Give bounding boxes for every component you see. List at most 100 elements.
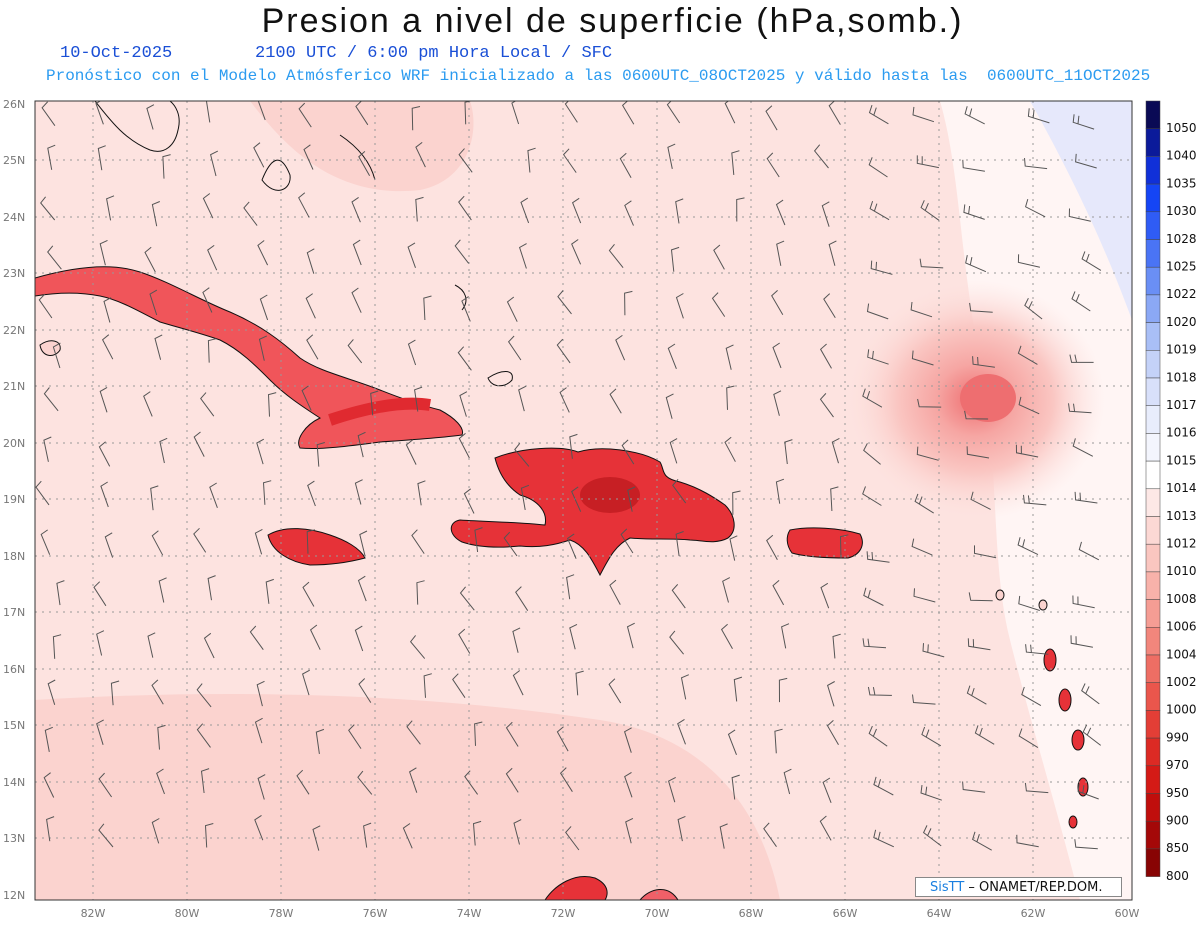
wind-barb	[257, 240, 269, 266]
wind-barb	[358, 678, 372, 703]
wind-barb	[621, 101, 635, 125]
wind-barb	[354, 625, 364, 652]
colorbar-label: 1040	[1166, 149, 1197, 163]
wind-barb	[624, 290, 633, 316]
wind-barb	[813, 144, 829, 169]
wind-barb	[1025, 198, 1046, 218]
wind-barb	[454, 239, 469, 264]
wind-barb	[513, 819, 522, 845]
wind-barb	[828, 240, 837, 266]
colorbar: 1050 1040 1035 1030 1028 1025 1022 1020 1019 1018…	[1145, 100, 1197, 883]
wind-barb	[474, 527, 483, 553]
colorbar-swatch	[1145, 765, 1161, 794]
wind-barb	[911, 538, 933, 556]
colorbar-swatch	[1145, 211, 1161, 240]
colorbar-swatch	[1145, 183, 1161, 213]
wind-barb	[963, 204, 985, 220]
credit-box: SisTT – ONAMET/REP.DOM.	[915, 877, 1122, 897]
wind-barb	[52, 342, 61, 369]
wind-barb	[408, 767, 418, 793]
wind-barb	[305, 293, 316, 319]
wind-barb	[776, 240, 785, 266]
lon-label: 76W	[363, 907, 388, 920]
wind-barb	[831, 437, 840, 464]
graticule	[35, 101, 1132, 900]
wind-barb	[262, 480, 272, 505]
wind-barb	[913, 588, 936, 603]
wind-barb	[423, 295, 432, 321]
colorbar-swatch	[1145, 100, 1161, 129]
wind-barb	[306, 529, 316, 554]
wind-barb	[402, 823, 413, 849]
wind-barb	[47, 245, 62, 270]
wind-barb	[505, 721, 519, 747]
wind-barb	[348, 724, 362, 749]
wind-barb	[608, 678, 622, 704]
wind-barb	[101, 334, 114, 360]
martinique-island	[1043, 648, 1057, 672]
hispaniola	[450, 447, 735, 577]
wind-barb	[623, 727, 632, 753]
wind-barb	[316, 442, 325, 467]
wind-barb	[52, 634, 62, 659]
wind-barb	[783, 768, 792, 795]
wind-barb	[778, 677, 788, 703]
wind-barb	[405, 439, 417, 465]
wind-barb	[423, 673, 432, 698]
wind-barb	[1070, 635, 1093, 648]
wind-barb	[1068, 403, 1092, 414]
lon-label: 60W	[1115, 907, 1140, 920]
wind-barb	[775, 199, 786, 226]
lon-label: 68W	[739, 907, 764, 920]
wind-barb	[463, 488, 475, 514]
wind-barb	[296, 769, 310, 795]
credit-text: – ONAMET/REP.DOM.	[964, 880, 1103, 895]
wind-barb	[458, 433, 470, 459]
wind-barb	[243, 201, 258, 226]
colorbar-label: 1015	[1166, 453, 1197, 467]
wind-barb	[966, 446, 990, 459]
lon-label: 70W	[645, 907, 670, 920]
wind-barb	[868, 104, 889, 125]
colorbar-swatch	[1145, 433, 1161, 462]
wind-barb	[615, 334, 626, 361]
colorbar-swatch	[1145, 654, 1161, 683]
wind-barb	[512, 670, 524, 696]
wind-barb	[302, 669, 310, 696]
colorbar-label: 850	[1166, 841, 1189, 855]
sistt-logo: SisTT	[930, 880, 965, 895]
colorbar-swatch	[1145, 239, 1161, 268]
wind-barb	[515, 586, 529, 611]
wind-barb	[671, 584, 686, 609]
colorbar-swatch	[1145, 710, 1161, 739]
wind-barb	[867, 686, 892, 696]
wind-barb	[207, 338, 217, 363]
wind-barb	[827, 681, 835, 707]
wind-barb	[627, 486, 636, 512]
wind-barb	[819, 815, 832, 841]
low-pressure-center	[960, 374, 1016, 422]
colorbar-label: 1025	[1166, 260, 1197, 274]
wind-barb	[569, 623, 578, 650]
wind-barb	[1081, 683, 1100, 705]
wind-barb	[193, 431, 205, 457]
wind-barb	[922, 825, 942, 847]
wind-barb	[720, 623, 733, 649]
map-area	[35, 101, 1132, 900]
wind-barb	[151, 679, 164, 705]
lon-label: 80W	[175, 907, 200, 920]
low-pressure-band-south	[35, 694, 780, 900]
wind-barb	[47, 679, 56, 705]
wind-barb	[99, 386, 108, 413]
wind-barb	[370, 390, 379, 416]
lat-label: 13N	[3, 832, 25, 845]
wind-barb	[461, 296, 471, 322]
acklins-island	[454, 284, 467, 311]
wind-barb	[1072, 595, 1095, 609]
colorbar-swatch	[1145, 128, 1161, 157]
wind-barb	[267, 392, 277, 417]
wind-barb	[258, 335, 268, 361]
wind-barb	[672, 479, 687, 504]
wind-barb	[962, 159, 985, 172]
wind-barb	[210, 150, 219, 177]
